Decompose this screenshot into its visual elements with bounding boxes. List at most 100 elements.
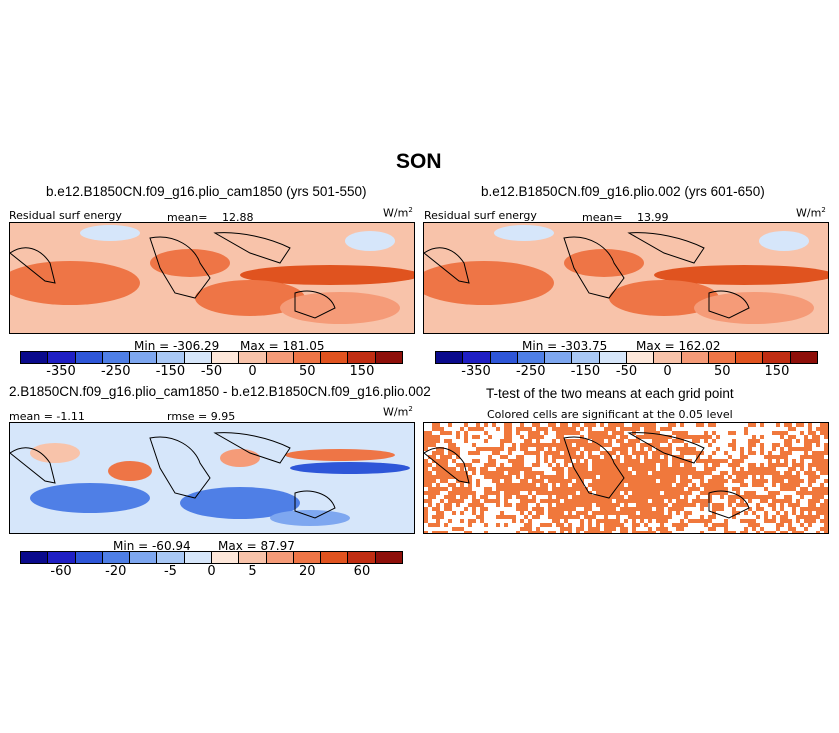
significant-cell xyxy=(556,471,560,475)
significant-cell xyxy=(648,447,652,451)
significant-cell xyxy=(804,491,808,495)
significant-cell xyxy=(528,439,532,443)
significant-cell xyxy=(816,427,820,431)
significant-cell xyxy=(604,511,608,515)
significant-cell xyxy=(800,431,804,435)
significant-cell xyxy=(616,519,620,523)
significant-cell xyxy=(508,483,512,487)
significant-cell xyxy=(660,439,664,443)
significant-cell xyxy=(684,463,688,467)
significant-cell xyxy=(696,423,700,427)
significant-cell xyxy=(432,439,436,443)
significant-cell xyxy=(812,503,816,507)
significant-cell xyxy=(800,523,804,527)
significant-cell xyxy=(700,519,704,523)
significant-cell xyxy=(588,451,592,455)
significant-cell xyxy=(708,483,712,487)
significant-cell xyxy=(700,435,704,439)
significant-cell xyxy=(436,511,440,515)
significant-cell xyxy=(576,503,580,507)
significant-cell xyxy=(780,523,784,527)
significant-cell xyxy=(684,435,688,439)
significant-cell xyxy=(584,503,588,507)
significant-cell xyxy=(560,503,564,507)
panel1-north-atlantic-cool-patch xyxy=(80,225,140,241)
significant-cell xyxy=(724,451,728,455)
significant-cell xyxy=(608,467,612,471)
significant-cell xyxy=(648,511,652,515)
significant-cell xyxy=(504,427,508,431)
significant-cell xyxy=(448,483,452,487)
panel1-colorbar-tick-label: -350 xyxy=(46,364,76,379)
significant-cell xyxy=(524,475,528,479)
significant-cell xyxy=(520,479,524,483)
significant-cell xyxy=(804,447,808,451)
significant-cell xyxy=(620,467,624,471)
significant-cell xyxy=(652,471,656,475)
significant-cell xyxy=(560,523,564,527)
panel2-colorbar-swatch xyxy=(708,352,737,363)
significant-cell xyxy=(656,439,660,443)
significant-cell xyxy=(600,443,604,447)
significant-cell xyxy=(520,511,524,515)
significant-cell xyxy=(752,439,756,443)
significant-cell xyxy=(764,467,768,471)
significant-cell xyxy=(612,447,616,451)
significant-cell xyxy=(600,435,604,439)
significant-cell xyxy=(776,459,780,463)
panel3-colorbar-tick-label: 20 xyxy=(298,564,316,579)
significant-cell xyxy=(772,443,776,447)
significant-cell xyxy=(512,471,516,475)
panel3-max: Max = 87.97 xyxy=(218,539,295,553)
significant-cell xyxy=(532,431,536,435)
significant-cell xyxy=(528,475,532,479)
significant-cell xyxy=(684,495,688,499)
significant-cell xyxy=(620,487,624,491)
significant-cell xyxy=(452,483,456,487)
significant-cell xyxy=(596,483,600,487)
significant-cell xyxy=(584,467,588,471)
significant-cell xyxy=(680,475,684,479)
significant-cell xyxy=(456,431,460,435)
significant-cell xyxy=(712,475,716,479)
significant-cell xyxy=(652,431,656,435)
significant-cell xyxy=(456,475,460,479)
significant-cell xyxy=(672,495,676,499)
significant-cell xyxy=(560,491,564,495)
significant-cell xyxy=(540,523,544,527)
significant-cell xyxy=(636,451,640,455)
significant-cell xyxy=(536,423,540,427)
significant-cell xyxy=(448,471,452,475)
significant-cell xyxy=(612,527,616,531)
significant-cell xyxy=(712,491,716,495)
significant-cell xyxy=(484,431,488,435)
significant-cell xyxy=(600,463,604,467)
significant-cell xyxy=(484,471,488,475)
significant-cell xyxy=(732,511,736,515)
significant-cell xyxy=(564,487,568,491)
significant-cell xyxy=(624,531,628,533)
significant-cell xyxy=(604,455,608,459)
significant-cell xyxy=(784,451,788,455)
significant-cell xyxy=(628,459,632,463)
significant-cell xyxy=(560,511,564,515)
significant-cell xyxy=(596,431,600,435)
panel1-indian-warm-band xyxy=(150,249,230,277)
significant-cell xyxy=(560,487,564,491)
significant-cell xyxy=(648,515,652,519)
significant-cell xyxy=(732,507,736,511)
significant-cell xyxy=(612,495,616,499)
significant-cell xyxy=(764,455,768,459)
significant-cell xyxy=(668,423,672,427)
significant-cell xyxy=(672,423,676,427)
significant-cell xyxy=(552,487,556,491)
significant-cell xyxy=(732,459,736,463)
significant-cell xyxy=(752,451,756,455)
significant-cell xyxy=(812,439,816,443)
significant-cell xyxy=(644,503,648,507)
significant-cell xyxy=(612,479,616,483)
significant-cell xyxy=(680,503,684,507)
significant-cell xyxy=(812,499,816,503)
significant-cell xyxy=(776,463,780,467)
significant-cell xyxy=(620,495,624,499)
